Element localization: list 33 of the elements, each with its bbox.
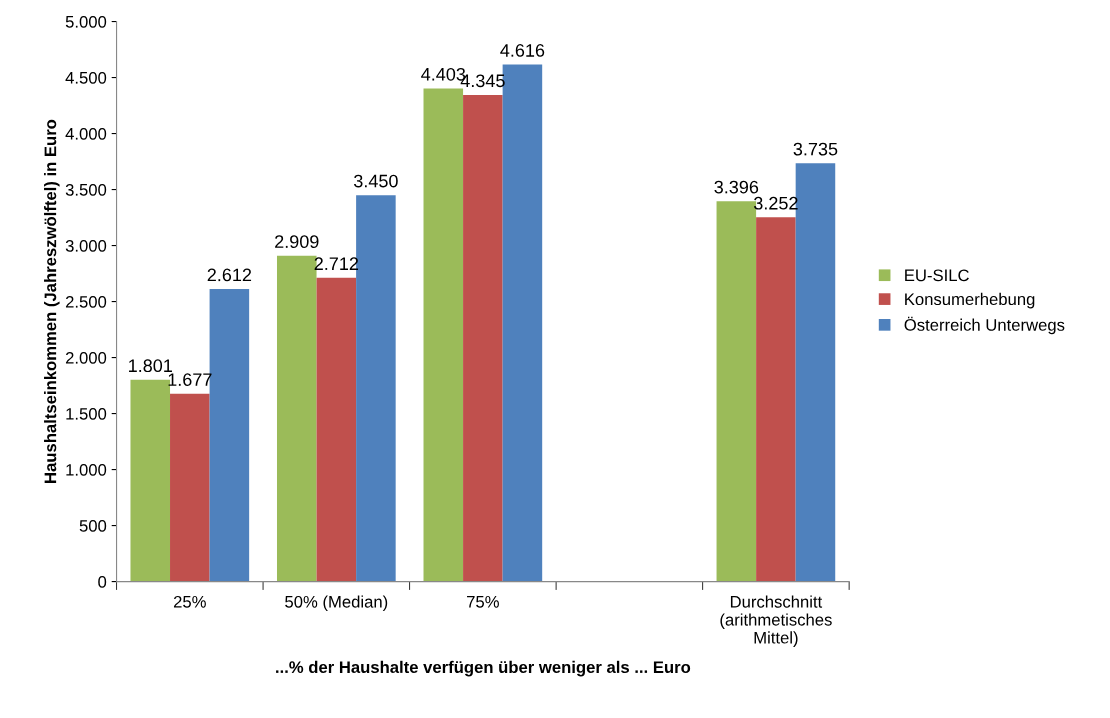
- data-label: 2.909: [275, 235, 319, 249]
- x-tick-label: 75%: [467, 595, 499, 608]
- legend-label: Österreich Unterwegs: [904, 316, 1065, 335]
- y-tick-label: 2.000: [65, 351, 107, 364]
- y-tick-label: 1.000: [66, 463, 107, 476]
- legend-label: Konsumerhebung: [905, 292, 1035, 309]
- data-label: 1.801: [129, 359, 172, 373]
- bar: [356, 195, 396, 582]
- data-label: 3.396: [714, 180, 759, 194]
- y-tick-label: 0: [98, 575, 107, 588]
- y-axis-title: Haushaltseinkommen (Jahreszwölftel) in Euro: [44, 119, 60, 483]
- data-label: 3.450: [353, 174, 398, 188]
- x-tick-label: 50% (Median): [285, 595, 388, 611]
- y-tick-label: 4.000: [65, 127, 107, 140]
- bar: [423, 88, 464, 582]
- y-tick-label: 5.000: [65, 15, 107, 28]
- bar: [170, 393, 210, 582]
- x-tick-label: Durchschnitt (arithmetisches Mittel): [720, 595, 832, 647]
- y-tick-label: 2.500: [65, 295, 107, 308]
- y-tick-label: 500: [79, 519, 107, 532]
- y-tick-label: 3.500: [65, 183, 107, 196]
- data-label: 4.616: [500, 44, 545, 57]
- bar: [463, 94, 503, 582]
- x-tick-label: 25%: [173, 595, 206, 608]
- bar: [316, 277, 357, 582]
- y-tick-label: 1.500: [66, 407, 107, 420]
- y-tick-label: 3.000: [65, 239, 107, 252]
- y-tick-label: 4.500: [65, 71, 107, 84]
- x-axis-title: ...% der Haushalte verfügen über weniger als ... Euro: [276, 660, 691, 677]
- data-label: 2.612: [207, 268, 252, 282]
- legend-label: EU-SILC: [905, 269, 969, 282]
- bar: [756, 217, 796, 582]
- data-label: 3.735: [793, 142, 838, 156]
